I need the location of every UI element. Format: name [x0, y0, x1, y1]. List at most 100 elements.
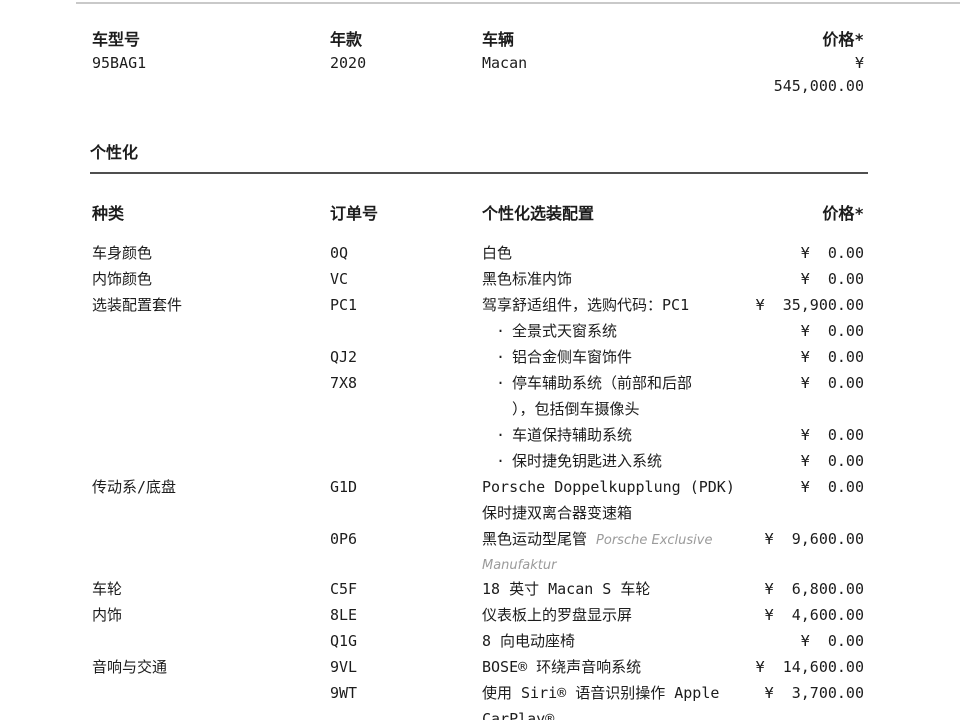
- description-line: CarPlay®: [482, 706, 752, 720]
- row-order-code: 7X8: [330, 374, 358, 392]
- description-line: · 全景式天窗系统: [482, 318, 752, 344]
- exclusive-manufaktur-note: Manufaktur: [482, 558, 557, 573]
- row-price: ¥ 0.00: [800, 244, 864, 262]
- table-row: 7X8 · 停车辅助系统（前部和后部 ），包括倒车摄像头 ¥ 0.00: [92, 370, 864, 422]
- vehicle-header: 车型号 95BAG1 年款 2020 车辆 Macan 价格* ¥ 545,00…: [92, 30, 864, 96]
- row-price: ¥ 0.00: [800, 452, 864, 470]
- row-category: [92, 628, 330, 654]
- description-text: 仪表板上的罗盘显示屏: [482, 606, 633, 624]
- row-order-code: 9WT: [330, 684, 358, 702]
- row-order-code: PC1: [330, 296, 358, 314]
- table-row: 内饰颜色 VC 黑色标准内饰 ¥ 0.00: [92, 266, 864, 292]
- description-line: · 车道保持辅助系统: [482, 422, 752, 448]
- description-text: Porsche Doppelkupplung (PDK): [482, 478, 735, 496]
- description-line: 8 向电动座椅: [482, 628, 752, 654]
- description-line: ），包括倒车摄像头: [482, 396, 752, 422]
- row-option-description: · 全景式天窗系统: [482, 318, 752, 344]
- description-text: 使用 Siri® 语音识别操作 Apple: [482, 684, 720, 702]
- header-order-code: 订单号: [330, 204, 379, 223]
- vehicle-price-currency: ¥: [854, 54, 864, 72]
- row-order-code: [330, 422, 482, 448]
- table-row: Q1G 8 向电动座椅 ¥ 0.00: [92, 628, 864, 654]
- table-row: QJ2 · 铝合金侧车窗饰件 ¥ 0.00: [92, 344, 864, 370]
- description-line: 驾享舒适组件，选购代码：PC1: [482, 292, 752, 318]
- table-row: · 全景式天窗系统 ¥ 0.00: [92, 318, 864, 344]
- vehicle-year-column: 年款 2020: [330, 30, 482, 96]
- row-option-description: 驾享舒适组件，选购代码：PC1: [482, 292, 752, 318]
- row-order-code: QJ2: [330, 348, 358, 366]
- row-category: [92, 526, 330, 576]
- row-order-code: G1D: [330, 478, 358, 496]
- description-text: ），包括倒车摄像头: [512, 400, 640, 418]
- row-category: 内饰: [92, 606, 123, 624]
- vehicle-model-column: 车型号 95BAG1: [92, 30, 330, 96]
- bullet-icon: ·: [496, 452, 506, 470]
- row-order-code: Q1G: [330, 632, 358, 650]
- row-price: ¥ 6,800.00: [764, 580, 864, 598]
- description-text: 保时捷双离合器变速箱: [482, 504, 633, 522]
- description-line: 黑色标准内饰: [482, 266, 752, 292]
- row-option-description: 18 英寸 Macan S 车轮: [482, 576, 752, 602]
- vehicle-price-amount: 545,000.00: [773, 77, 864, 95]
- row-option-description: · 停车辅助系统（前部和后部 ），包括倒车摄像头: [482, 370, 752, 422]
- row-category: [92, 422, 330, 448]
- row-option-description: 使用 Siri® 语音识别操作 Apple CarPlay®: [482, 680, 752, 720]
- description-line: Porsche Doppelkupplung (PDK): [482, 474, 752, 500]
- description-line: 使用 Siri® 语音识别操作 Apple: [482, 680, 752, 706]
- row-order-code: 8LE: [330, 606, 358, 624]
- vehicle-model-label: 车型号: [92, 30, 141, 49]
- row-price: ¥ 0.00: [800, 270, 864, 288]
- row-order-code: C5F: [330, 580, 358, 598]
- row-category: 车身颜色: [92, 244, 153, 262]
- description-line: 白色: [482, 240, 752, 266]
- row-order-code: 0Q: [330, 244, 349, 262]
- vehicle-year-label: 年款: [330, 30, 363, 49]
- description-text: 全景式天窗系统: [512, 322, 618, 340]
- description-text: 驾享舒适组件，选购代码：PC1: [482, 296, 690, 314]
- description-text: BOSE® 环绕声音响系统: [482, 658, 642, 676]
- description-text: 保时捷免钥匙进入系统: [512, 452, 663, 470]
- row-price: ¥ 0.00: [800, 632, 864, 650]
- row-price: ¥ 14,600.00: [755, 658, 864, 676]
- vehicle-price-column: 价格* ¥ 545,000.00: [752, 30, 864, 96]
- table-rows: 车身颜色 0Q 白色 ¥ 0.00 内饰颜色 VC 黑色标准内饰 ¥ 0.00 选装配置套件 PC…: [92, 240, 864, 720]
- row-price: ¥ 0.00: [800, 426, 864, 444]
- row-option-description: · 车道保持辅助系统: [482, 422, 752, 448]
- bullet-icon: ·: [496, 426, 506, 444]
- row-option-description: 白色: [482, 240, 752, 266]
- bullet-icon: ·: [496, 348, 506, 366]
- row-option-description: · 铝合金侧车窗饰件: [482, 344, 752, 370]
- vehicle-model-value: 95BAG1: [92, 54, 147, 72]
- row-category: 选装配置套件: [92, 296, 183, 314]
- description-text: 停车辅助系统（前部和后部: [512, 374, 693, 392]
- row-category: 内饰颜色: [92, 270, 153, 288]
- table-row: 9WT 使用 Siri® 语音识别操作 Apple CarPlay® ¥ 3,700.…: [92, 680, 864, 720]
- row-price: ¥ 3,700.00: [764, 684, 864, 702]
- row-order-code: VC: [330, 270, 349, 288]
- row-category: [92, 318, 330, 344]
- row-order-code: 0P6: [330, 530, 358, 548]
- row-price: ¥ 0.00: [800, 478, 864, 496]
- top-divider: [76, 2, 960, 4]
- row-option-description: 黑色标准内饰: [482, 266, 752, 292]
- row-option-description: 仪表板上的罗盘显示屏: [482, 602, 752, 628]
- description-text: 黑色标准内饰: [482, 270, 573, 288]
- vehicle-year-value: 2020: [330, 54, 367, 72]
- section-title: 个性化: [90, 139, 868, 174]
- row-category: [92, 680, 330, 720]
- description-text: 18 英寸 Macan S 车轮: [482, 580, 651, 598]
- description-text: 铝合金侧车窗饰件: [512, 348, 633, 366]
- exclusive-manufaktur-note: Porsche Exclusive: [596, 533, 713, 548]
- table-row: 音响与交通 9VL BOSE® 环绕声音响系统 ¥ 14,600.00: [92, 654, 864, 680]
- row-category: 传动系/底盘: [92, 478, 177, 496]
- row-price: ¥ 0.00: [800, 374, 864, 392]
- bullet-icon: ·: [496, 322, 506, 340]
- header-option-description: 个性化选装配置: [482, 204, 595, 223]
- description-line: · 保时捷免钥匙进入系统: [482, 448, 752, 474]
- table-row: 选装配置套件 PC1 驾享舒适组件，选购代码：PC1 ¥ 35,900.00: [92, 292, 864, 318]
- row-price: ¥ 4,600.00: [764, 606, 864, 624]
- description-line: Manufaktur: [482, 554, 752, 576]
- vehicle-name-label: 车辆: [482, 30, 515, 49]
- description-text: 车道保持辅助系统: [512, 426, 633, 444]
